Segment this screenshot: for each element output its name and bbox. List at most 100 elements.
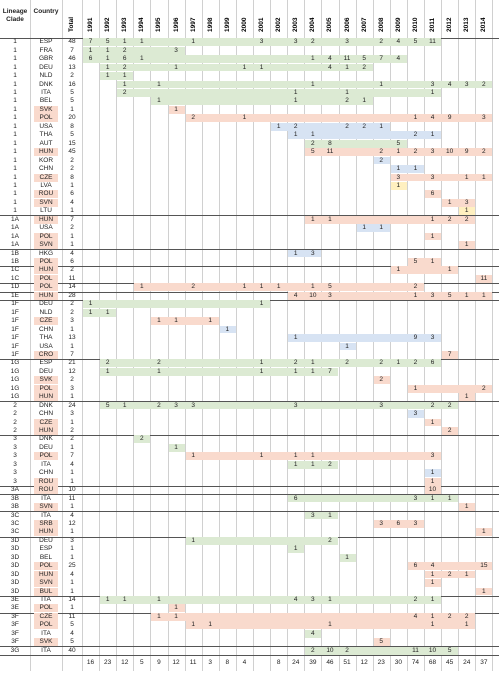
country-cell: POL — [34, 452, 58, 461]
row-band — [271, 122, 390, 131]
count-cell: 5 — [396, 139, 401, 147]
count-cell: 1 — [174, 317, 178, 325]
count-cell: 1 — [430, 570, 435, 578]
count-cell: 1 — [430, 494, 435, 502]
country-cell: ESP — [39, 545, 53, 553]
row-band — [425, 232, 442, 241]
column-line — [475, 0, 477, 671]
country-cell: SVK — [34, 638, 58, 647]
total-cell: 5 — [70, 97, 74, 105]
total-cell: 1 — [70, 553, 74, 561]
row-band — [476, 274, 493, 283]
clade-cell: 1 — [13, 38, 17, 46]
count-cell: 1 — [105, 55, 110, 63]
country-cell: USA — [39, 122, 53, 130]
country-cell: HUN — [34, 427, 58, 435]
clade-cell: 1 — [13, 131, 17, 139]
country-cell: KOR — [38, 156, 54, 164]
year-header: 1993 — [121, 17, 129, 32]
total-cell: 1 — [70, 342, 74, 350]
count-cell: 2 — [345, 646, 349, 654]
clade-cell: 3D — [10, 562, 20, 570]
count-cell: 1 — [242, 63, 247, 71]
country-cell: LTU — [40, 207, 52, 215]
country-cell: HUN — [34, 215, 58, 224]
year-header: 1995 — [155, 17, 163, 32]
count-cell: 2 — [482, 148, 486, 156]
count-cell: 4 — [396, 38, 401, 46]
year-header: 2006 — [343, 17, 351, 32]
count-cell: 1 — [157, 367, 161, 375]
year-header: 1997 — [189, 17, 197, 32]
count-cell: 1 — [88, 300, 93, 308]
total-cell: 1 — [70, 579, 74, 587]
count-cell: 11 — [480, 274, 488, 282]
total-cell: 25 — [68, 562, 76, 570]
column-line — [201, 0, 203, 671]
country-cell: HUN — [34, 393, 58, 402]
count-cell: 1 — [259, 452, 264, 460]
count-cell: 4 — [293, 596, 298, 603]
count-cell: 1 — [464, 503, 469, 511]
year-header: 1991 — [87, 17, 94, 32]
footer-total: 51 — [343, 658, 351, 666]
country-cell: USA — [39, 342, 53, 350]
count-cell: 2 — [345, 122, 349, 130]
count-cell: 3 — [191, 401, 195, 409]
total-cell: 11 — [68, 612, 76, 620]
count-cell: 1 — [225, 325, 230, 333]
count-cell: 1 — [447, 198, 452, 206]
count-cell: 1 — [464, 291, 469, 299]
count-cell: 1 — [105, 596, 110, 603]
column-line — [82, 0, 83, 671]
count-cell: 1 — [140, 38, 144, 46]
country-cell: ITA — [41, 511, 51, 519]
count-cell: 1 — [430, 131, 435, 139]
count-cell: 1 — [157, 80, 161, 88]
count-cell: 1 — [208, 317, 213, 325]
total-cell: 13 — [68, 63, 76, 71]
count-cell: 3 — [293, 38, 298, 46]
count-cell: 2 — [362, 63, 366, 71]
count-cell: 2 — [345, 97, 349, 105]
count-cell: 1 — [413, 165, 418, 173]
count-cell: 1 — [396, 359, 401, 367]
row-band — [339, 342, 356, 351]
clade-cell: 1 — [13, 97, 17, 105]
count-cell: 1 — [293, 131, 298, 139]
country-cell: POL — [34, 604, 58, 613]
country-cell: CHN — [38, 325, 54, 333]
clade-cell: 3G — [10, 646, 20, 654]
count-cell: 3 — [430, 148, 435, 156]
count-cell: 5 — [413, 258, 418, 265]
clade-cell: 1A — [11, 224, 19, 232]
total-cell: 1 — [70, 393, 74, 401]
column-line — [116, 0, 118, 671]
group-line — [0, 215, 499, 217]
country-cell: HUN — [34, 148, 58, 157]
country-cell: CHN — [38, 469, 54, 477]
count-cell: 1 — [259, 63, 264, 71]
column-header: Total — [68, 16, 75, 32]
count-cell: 4 — [293, 291, 298, 299]
count-cell: 1 — [396, 181, 401, 189]
total-cell: 1 — [70, 477, 74, 485]
country-cell: DEU — [39, 300, 53, 308]
year-header: 1996 — [172, 17, 180, 32]
count-cell: 2 — [413, 283, 418, 291]
total-cell: 7 — [70, 215, 74, 223]
count-cell: 1 — [328, 596, 332, 603]
clade-cell: 1B — [11, 258, 19, 265]
country-cell: CZE — [34, 418, 58, 427]
total-cell: 11 — [68, 274, 76, 282]
total-cell: 1 — [70, 443, 74, 451]
count-cell: 1 — [464, 393, 469, 401]
count-cell: 1 — [88, 46, 93, 54]
row-band — [134, 435, 151, 444]
count-cell: 3 — [430, 173, 435, 181]
count-cell: 2 — [413, 596, 418, 603]
clade-cell: 3C — [10, 528, 20, 536]
row-band — [168, 105, 185, 114]
count-cell: 1 — [345, 342, 349, 350]
group-line — [0, 485, 499, 487]
